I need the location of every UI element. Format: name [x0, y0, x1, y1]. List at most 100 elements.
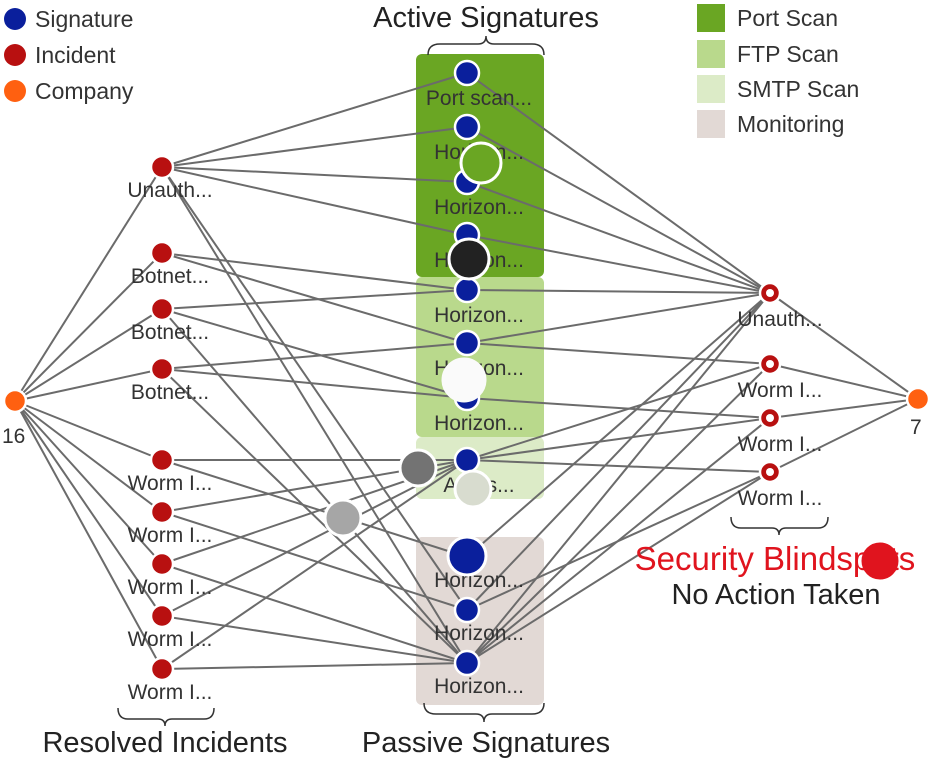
edge	[161, 252, 468, 291]
legend-port-scan-swatch	[697, 4, 725, 32]
resolved-incident-label: Worm I...	[128, 681, 213, 704]
active-signature-node[interactable]	[453, 113, 481, 141]
resolved-incident-label: Botnet...	[131, 265, 209, 288]
edge	[466, 342, 771, 365]
passive-signature-node[interactable]	[453, 649, 481, 677]
brace-active	[427, 35, 545, 56]
heading-passive-signatures: Passive Signatures	[362, 727, 610, 759]
edge	[14, 166, 163, 402]
edge	[14, 400, 163, 461]
passive-signature-node[interactable]	[453, 596, 481, 624]
overlay-circle[interactable]	[453, 469, 493, 509]
legend-node-types: Signature Incident Company	[4, 6, 134, 104]
resolved-incident-node[interactable]	[149, 296, 175, 322]
company-left-label: 16	[2, 425, 25, 448]
edge	[161, 459, 468, 670]
edge	[161, 166, 468, 236]
edge	[161, 563, 468, 664]
blindspot-node-center	[766, 414, 774, 422]
legend-incident-dot	[4, 44, 26, 66]
overlay-circles	[323, 141, 899, 580]
active-signature-node[interactable]	[453, 276, 481, 304]
edge	[161, 662, 468, 670]
legend-company-label: Company	[35, 78, 134, 104]
edge	[466, 292, 771, 611]
edge	[161, 166, 468, 611]
edge	[161, 459, 468, 558]
active-signature-label: Horizon...	[434, 196, 524, 219]
edge	[466, 363, 771, 461]
edge	[769, 292, 919, 400]
edge	[14, 400, 163, 513]
blindspot-node-center	[766, 360, 774, 368]
blindspot-incident-label: Worm I...	[738, 379, 823, 402]
edge	[466, 234, 771, 294]
legend-smtp-scan-label: SMTP Scan	[737, 76, 859, 102]
legend-monitoring-swatch	[697, 110, 725, 138]
blindspot-incident-label: Worm I...	[738, 487, 823, 510]
brace-blindspots	[730, 516, 829, 536]
edge	[161, 72, 468, 168]
edge	[466, 292, 771, 664]
edge	[161, 511, 468, 611]
edge	[161, 342, 468, 370]
legend-groups: Port Scan FTP Scan SMTP Scan Monitoring	[697, 4, 859, 138]
resolved-incident-node[interactable]	[149, 356, 175, 382]
resolved-incident-node[interactable]	[149, 154, 175, 180]
passive-signature-label: Horizon...	[434, 622, 524, 645]
overlay-circle[interactable]	[398, 448, 438, 488]
edge	[466, 72, 771, 294]
blindspot-node-center	[766, 289, 774, 297]
edge	[161, 615, 468, 664]
edge	[161, 368, 468, 399]
legend-port-scan-label: Port Scan	[737, 5, 838, 31]
overlay-circle[interactable]	[861, 542, 899, 580]
company-right-label: 7	[910, 416, 922, 439]
edge	[161, 126, 468, 168]
blindspot-incident-label: Unauth...	[737, 308, 822, 331]
active-signature-node[interactable]	[453, 446, 481, 474]
brace-resolved	[117, 707, 215, 727]
resolved-incident-node[interactable]	[149, 447, 175, 473]
blindspot-node-center	[766, 468, 774, 476]
edge	[466, 471, 771, 664]
resolved-incident-node[interactable]	[149, 551, 175, 577]
overlay-circle[interactable]	[447, 237, 491, 281]
passive-signature-label: Horizon...	[434, 569, 524, 592]
resolved-incident-node[interactable]	[149, 656, 175, 682]
resolved-incident-node[interactable]	[149, 240, 175, 266]
edge	[769, 398, 919, 473]
edge	[466, 292, 771, 558]
company-node-right[interactable]	[905, 386, 931, 412]
edge	[466, 417, 771, 461]
resolved-incident-node[interactable]	[149, 499, 175, 525]
edge	[14, 252, 163, 402]
legend-ftp-scan-label: FTP Scan	[737, 41, 839, 67]
active-signature-label: Horizon...	[434, 412, 524, 435]
active-signature-node[interactable]	[453, 59, 481, 87]
overlay-circle[interactable]	[441, 357, 487, 403]
heading-active-signatures: Active Signatures	[373, 2, 599, 34]
legend-smtp-scan-swatch	[697, 75, 725, 103]
resolved-incident-label: Unauth...	[127, 179, 212, 202]
edge	[14, 400, 163, 670]
edge	[14, 400, 163, 617]
overlay-circle[interactable]	[459, 141, 503, 185]
edge	[161, 166, 468, 664]
overlay-circle[interactable]	[323, 498, 363, 538]
legend-monitoring-label: Monitoring	[737, 111, 844, 137]
resolved-incident-node[interactable]	[149, 603, 175, 629]
active-signature-label: Horizon...	[434, 304, 524, 327]
edge	[466, 181, 771, 294]
legend-company-dot	[4, 80, 26, 102]
edge	[769, 398, 919, 419]
edges	[14, 72, 919, 670]
edge	[466, 471, 771, 611]
active-signature-node[interactable]	[453, 329, 481, 357]
overlay-circle[interactable]	[446, 535, 488, 577]
resolved-incident-label: Botnet...	[131, 321, 209, 344]
company-node-left[interactable]	[2, 388, 28, 414]
edge	[14, 368, 163, 402]
brace-passive	[423, 702, 545, 723]
